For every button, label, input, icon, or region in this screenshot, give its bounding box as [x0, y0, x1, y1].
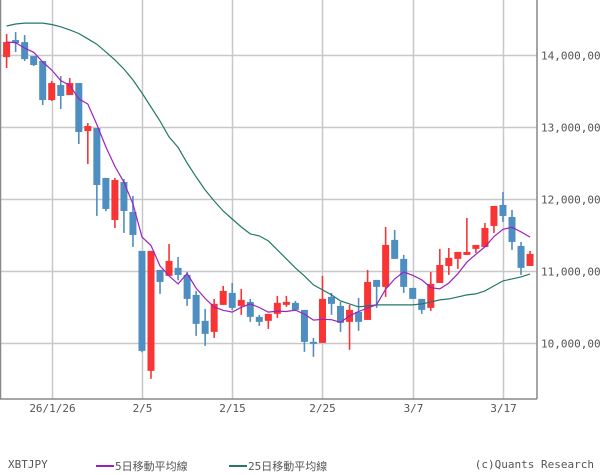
y-tick-label: 10,000,00 — [541, 338, 600, 351]
candle-body — [427, 283, 435, 308]
credit-label: (c)Quants Research — [474, 458, 594, 471]
candle-body — [472, 244, 480, 249]
candle-body — [111, 179, 119, 220]
legend-ma5: 5日移動平均線 — [96, 458, 188, 474]
candle-body — [237, 299, 245, 306]
candle-body — [66, 83, 74, 96]
candle-body — [129, 211, 137, 235]
candle-body — [400, 258, 408, 287]
candle-body — [328, 296, 335, 304]
candle-body — [102, 177, 110, 209]
y-tick-label: 13,000,00 — [541, 122, 600, 135]
candle-body — [445, 257, 453, 266]
candle-body — [147, 250, 155, 371]
candle-body — [246, 301, 254, 317]
candle-body — [3, 42, 11, 58]
candle-body — [84, 125, 92, 132]
candle-body — [508, 216, 516, 242]
candle-body — [75, 83, 83, 133]
candle-body — [120, 181, 128, 211]
candle-body — [337, 305, 345, 323]
ma5-line — [6, 41, 531, 323]
ma25-line — [6, 22, 531, 308]
x-axis-ticks: 26/1/26 2/5 2/15 2/25 3/7 3/17 — [29, 402, 516, 415]
x-tick-label: 2/5 — [133, 402, 153, 415]
y-tick-label: 14,000,00 — [541, 50, 600, 63]
candle-body — [282, 301, 290, 305]
candle-body — [291, 302, 299, 310]
candle-body — [481, 227, 489, 247]
candle-body — [318, 298, 326, 343]
x-tick-label: 26/1/26 — [29, 402, 75, 415]
candle-body — [373, 279, 381, 287]
plot-frame — [0, 0, 538, 400]
candle-body — [57, 85, 65, 96]
x-tick-label: 2/15 — [219, 402, 246, 415]
candle-body — [454, 251, 462, 259]
x-tick-label: 3/17 — [490, 402, 517, 415]
y-axis-ticks: 10,000,00 11,000,00 12,000,00 13,000,00 14,0… — [541, 50, 600, 351]
candle-body — [309, 341, 317, 344]
credit: (c)Quants Research — [475, 458, 594, 471]
candle-body — [355, 311, 363, 322]
candle-body — [210, 303, 218, 332]
candle-body — [183, 274, 191, 299]
candle-body — [48, 83, 56, 101]
legend-symbol: XBTJPY — [8, 458, 48, 471]
candle-body — [300, 309, 308, 342]
x-tick-label: 3/7 — [404, 402, 424, 415]
candle-body — [490, 205, 498, 226]
candle-body — [499, 204, 507, 216]
candle-body — [382, 244, 390, 287]
ma25-swatch — [229, 465, 247, 467]
candle-body — [156, 269, 164, 282]
candle-body — [264, 313, 272, 321]
candle-body — [526, 253, 534, 266]
ma5-swatch — [96, 465, 114, 467]
candle-body — [174, 267, 182, 275]
candle-body — [201, 320, 209, 334]
candle-body — [192, 294, 200, 324]
candle-body — [436, 264, 444, 283]
candle-body — [12, 40, 20, 44]
x-tick-label: 2/25 — [309, 402, 336, 415]
candle-body — [228, 292, 236, 308]
candle-body — [165, 260, 173, 276]
moving-average-lines — [6, 22, 531, 323]
candle-body — [463, 251, 471, 255]
candle-body — [30, 56, 38, 66]
candle-body — [364, 281, 372, 320]
symbol-label: XBTJPY — [8, 458, 48, 471]
candle-body — [255, 316, 263, 322]
candle-body — [391, 239, 399, 259]
candle-body — [138, 250, 146, 351]
candle-body — [517, 245, 525, 268]
y-tick-label: 11,000,00 — [541, 266, 600, 279]
candle-body — [273, 302, 281, 314]
candle-body — [21, 42, 29, 60]
legend-ma25: 25日移動平均線 — [229, 458, 327, 474]
candle-body — [93, 128, 101, 186]
candles — [3, 32, 534, 379]
candle-body — [39, 61, 47, 101]
ma25-label: 25日移動平均線 — [248, 460, 328, 473]
candle-body — [409, 287, 417, 299]
y-tick-label: 12,000,00 — [541, 194, 600, 207]
grid — [0, 0, 537, 399]
ma5-label: 5日移動平均線 — [115, 460, 188, 473]
candle-body — [219, 290, 227, 305]
